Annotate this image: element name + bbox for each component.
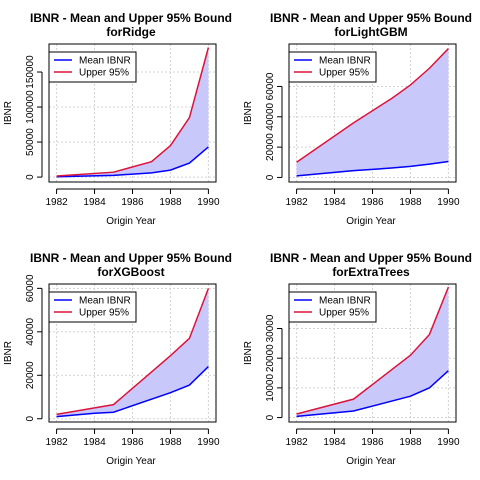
y-tick-label: 0 bbox=[265, 174, 276, 180]
plot-frame bbox=[288, 283, 457, 423]
x-tick-label: 1988 bbox=[159, 197, 182, 208]
y-axis-label: IBNR bbox=[3, 101, 14, 125]
chart-panel-3: IBNR - Mean and Upper 95% BoundforXGBoos… bbox=[3, 251, 232, 467]
x-tick-label: 1990 bbox=[197, 437, 220, 448]
legend-entry: Upper 95% bbox=[79, 308, 129, 319]
legend-box bbox=[48, 51, 137, 83]
y-axis-label: IBNR bbox=[243, 101, 254, 125]
chart-panel-4: IBNR - Mean and Upper 95% BoundforExtraT… bbox=[243, 251, 472, 467]
y-tick-label: 50000 bbox=[25, 128, 36, 156]
legend-box bbox=[48, 291, 137, 323]
series-line-upper-95 bbox=[56, 288, 210, 416]
series-line-upper-95 bbox=[56, 47, 210, 177]
legend-entry: Mean IBNR bbox=[319, 296, 371, 307]
legend-entry: Upper 95% bbox=[79, 68, 129, 79]
chart-subtitle: forRidge bbox=[106, 25, 156, 39]
x-tick-label: 1988 bbox=[399, 437, 422, 448]
confidence-band bbox=[56, 288, 209, 417]
y-tick-label: 60000 bbox=[25, 274, 36, 302]
series-line-mean-ibnr bbox=[56, 366, 209, 418]
chart-subtitle: forExtraTrees bbox=[332, 265, 410, 279]
legend-entry: Upper 95% bbox=[319, 68, 369, 79]
legend-entry: Mean IBNR bbox=[319, 56, 371, 67]
x-tick-label: 1982 bbox=[285, 437, 308, 448]
chart-subtitle: forLightGBM bbox=[334, 25, 407, 39]
y-tick-label: 0 bbox=[25, 174, 36, 180]
series-line-mean-ibnr bbox=[56, 146, 209, 178]
series-line-upper-95 bbox=[296, 48, 449, 163]
chart-title: IBNR - Mean and Upper 95% Bound bbox=[30, 251, 232, 265]
legend-entry: Upper 95% bbox=[319, 308, 369, 319]
y-tick-label: 40000 bbox=[25, 317, 36, 345]
x-tick-label: 1982 bbox=[45, 437, 68, 448]
x-tick-label: 1990 bbox=[197, 197, 220, 208]
plot-frame bbox=[48, 283, 217, 423]
y-tick-label: 60000 bbox=[265, 72, 276, 100]
x-axis-label: Origin Year bbox=[346, 216, 396, 227]
legend-box bbox=[288, 51, 377, 83]
chart-title: IBNR - Mean and Upper 95% Bound bbox=[30, 11, 232, 25]
y-tick-label: 150000 bbox=[25, 55, 36, 89]
y-tick-label: 20000 bbox=[25, 361, 36, 389]
y-axis-label: IBNR bbox=[3, 341, 14, 365]
y-tick-label: 0 bbox=[265, 414, 276, 420]
x-tick-label: 1982 bbox=[285, 197, 308, 208]
confidence-band bbox=[296, 48, 449, 176]
legend-box bbox=[288, 291, 377, 323]
y-axis-label: IBNR bbox=[243, 341, 254, 365]
x-axis-label: Origin Year bbox=[106, 216, 156, 227]
x-tick-label: 1984 bbox=[323, 197, 346, 208]
y-tick-label: 10000 bbox=[265, 374, 276, 402]
x-tick-label: 1982 bbox=[45, 197, 68, 208]
x-tick-label: 1984 bbox=[83, 437, 106, 448]
x-tick-label: 1984 bbox=[323, 437, 346, 448]
x-tick-label: 1988 bbox=[399, 197, 422, 208]
series-line-mean-ibnr bbox=[296, 160, 449, 177]
x-tick-label: 1988 bbox=[159, 437, 182, 448]
x-tick-label: 1984 bbox=[83, 197, 106, 208]
chart-title: IBNR - Mean and Upper 95% Bound bbox=[270, 251, 472, 265]
legend-entry: Mean IBNR bbox=[79, 56, 131, 67]
legend-entry: Mean IBNR bbox=[79, 296, 131, 307]
x-tick-label: 1986 bbox=[121, 437, 144, 448]
y-tick-label: 100000 bbox=[25, 90, 36, 124]
plot-frame bbox=[48, 43, 217, 183]
chart-subtitle: forXGBoost bbox=[97, 265, 164, 279]
plot-frame bbox=[288, 43, 457, 183]
x-axis-label: Origin Year bbox=[106, 456, 156, 467]
x-tick-label: 1986 bbox=[121, 197, 144, 208]
y-tick-label: 20000 bbox=[265, 133, 276, 161]
x-tick-label: 1986 bbox=[361, 197, 384, 208]
chart-title: IBNR - Mean and Upper 95% Bound bbox=[270, 11, 472, 25]
y-tick-label: 20000 bbox=[265, 344, 276, 372]
x-axis-label: Origin Year bbox=[346, 456, 396, 467]
chart-panel-2: IBNR - Mean and Upper 95% BoundforLightG… bbox=[243, 11, 472, 227]
y-tick-label: 30000 bbox=[265, 314, 276, 342]
y-tick-label: 0 bbox=[25, 416, 36, 422]
x-tick-label: 1990 bbox=[437, 437, 460, 448]
x-tick-label: 1986 bbox=[361, 437, 384, 448]
series-line-mean-ibnr bbox=[296, 370, 449, 418]
x-tick-label: 1990 bbox=[437, 197, 460, 208]
y-tick-label: 40000 bbox=[265, 102, 276, 130]
confidence-band bbox=[296, 286, 449, 417]
series-line-upper-95 bbox=[296, 286, 450, 415]
